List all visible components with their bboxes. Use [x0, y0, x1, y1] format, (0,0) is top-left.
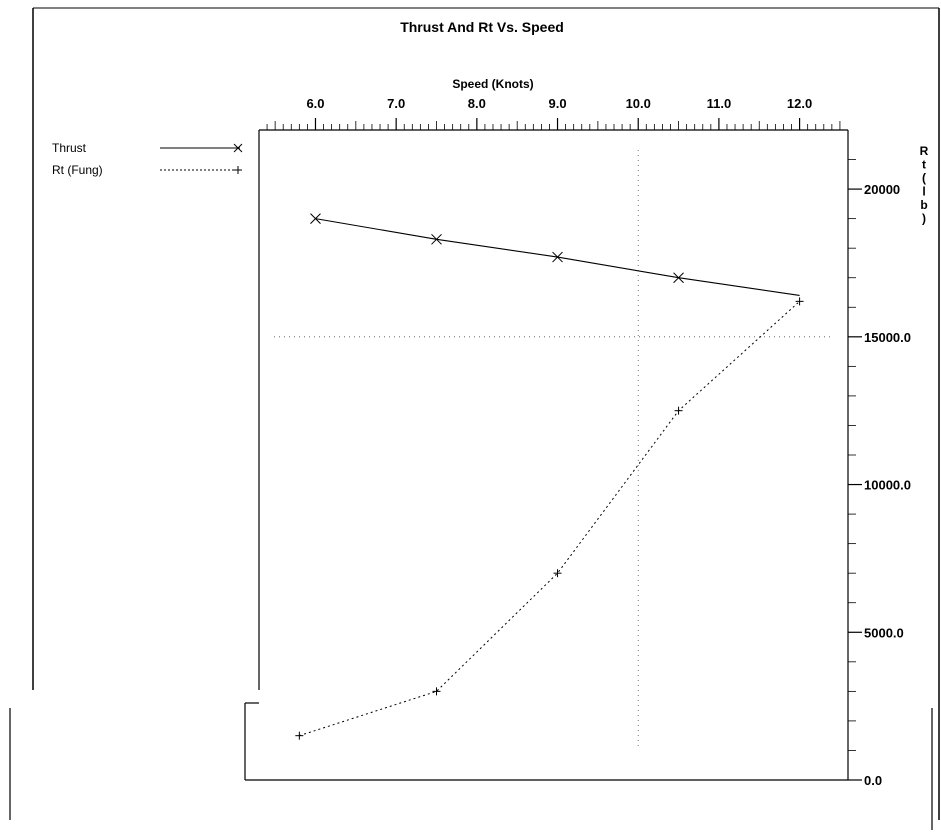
thrust-point-marker	[552, 251, 563, 263]
rt-fung-point-marker	[674, 406, 683, 415]
x-tick-label: 8.0	[468, 96, 486, 111]
legend-label: Rt (Fung)	[52, 163, 103, 177]
y-axis-title-char: R	[920, 144, 929, 158]
thrust-point-marker	[673, 272, 684, 284]
y-axis-title-char: )	[922, 212, 926, 226]
grid	[274, 150, 833, 750]
rt-fung-point-marker	[295, 731, 304, 740]
y-axis-title-char: b	[920, 198, 927, 212]
y-tick-label: 0.0	[864, 773, 882, 788]
x-axis-title: Speed (Knots)	[452, 77, 533, 91]
x-tick-label: 9.0	[548, 96, 566, 111]
chart-title: Thrust And Rt Vs. Speed	[400, 19, 564, 35]
thrust-point-marker	[310, 213, 321, 224]
y-axis: 0.0 5000.0 10000.0 15000.0 20000	[848, 159, 911, 788]
rt-fung-point-marker	[795, 297, 804, 306]
thrust-point-marker	[431, 233, 442, 245]
y-axis-title-char: t	[922, 158, 926, 172]
y-tick-label: 20000	[864, 182, 900, 197]
y-axis-title: Rt(lb)	[920, 144, 929, 226]
y-tick-label: 15000.0	[864, 330, 911, 345]
x-tick-label: 12.0	[787, 96, 812, 111]
page-frame	[9, 7, 940, 830]
plot-frame	[244, 129, 849, 781]
legend: Thrust Rt (Fung)	[52, 141, 243, 177]
legend-marker	[233, 143, 243, 153]
rt-fung-line	[299, 300, 800, 737]
legend-item: Rt (Fung)	[52, 163, 242, 177]
y-tick-label: 5000.0	[864, 625, 904, 640]
x-tick-label: 11.0	[707, 96, 732, 111]
y-axis-title-char: (	[922, 171, 926, 185]
x-axis: 6.0 7.0 8.0 9.0 10.0 11.0 12.0	[266, 96, 841, 130]
y-axis-title-char: l	[922, 185, 925, 199]
rt-fung-point-marker	[553, 569, 562, 578]
legend-item: Thrust	[52, 141, 243, 155]
series	[295, 213, 804, 740]
legend-label: Thrust	[52, 141, 87, 155]
x-tick-label: 10.0	[626, 96, 651, 111]
x-tick-label: 7.0	[387, 96, 405, 111]
x-tick-label: 6.0	[306, 96, 324, 111]
rt-fung-point-marker	[432, 687, 441, 696]
y-tick-label: 10000.0	[864, 478, 911, 493]
